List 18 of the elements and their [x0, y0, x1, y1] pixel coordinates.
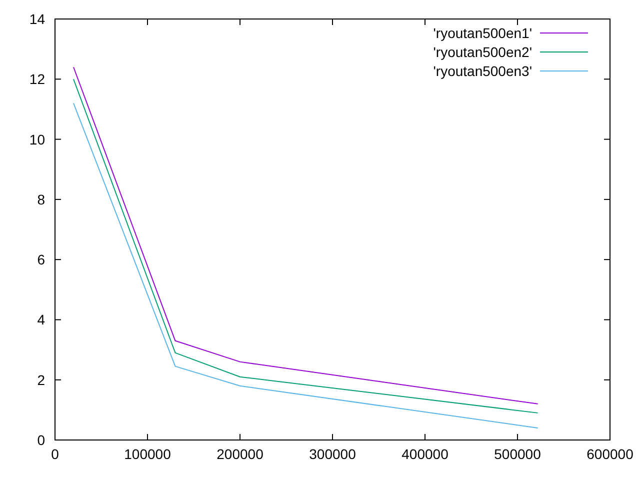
y-tick-label: 8 [37, 191, 46, 208]
x-tick-label: 100000 [124, 446, 172, 462]
legend-label: 'ryoutan500en3' [433, 63, 532, 79]
y-tick-label: 14 [29, 11, 46, 27]
legend-label: 'ryoutan500en2' [433, 44, 532, 60]
x-tick-label: 400000 [402, 446, 449, 462]
x-tick-label: 200000 [216, 446, 264, 462]
x-tick-label: 0 [51, 446, 60, 462]
x-tick-label: 500000 [494, 446, 542, 462]
y-tick-label: 12 [29, 71, 46, 88]
y-tick-label: 6 [37, 252, 46, 268]
legend-label: 'ryoutan500en1' [433, 25, 532, 41]
y-tick-label: 2 [37, 372, 46, 388]
y-tick-label: 10 [29, 131, 46, 148]
x-tick-label: 300000 [309, 446, 356, 462]
y-tick-label: 4 [37, 312, 46, 328]
y-tick-label: 0 [37, 432, 46, 448]
x-tick-label: 600000 [586, 446, 634, 462]
